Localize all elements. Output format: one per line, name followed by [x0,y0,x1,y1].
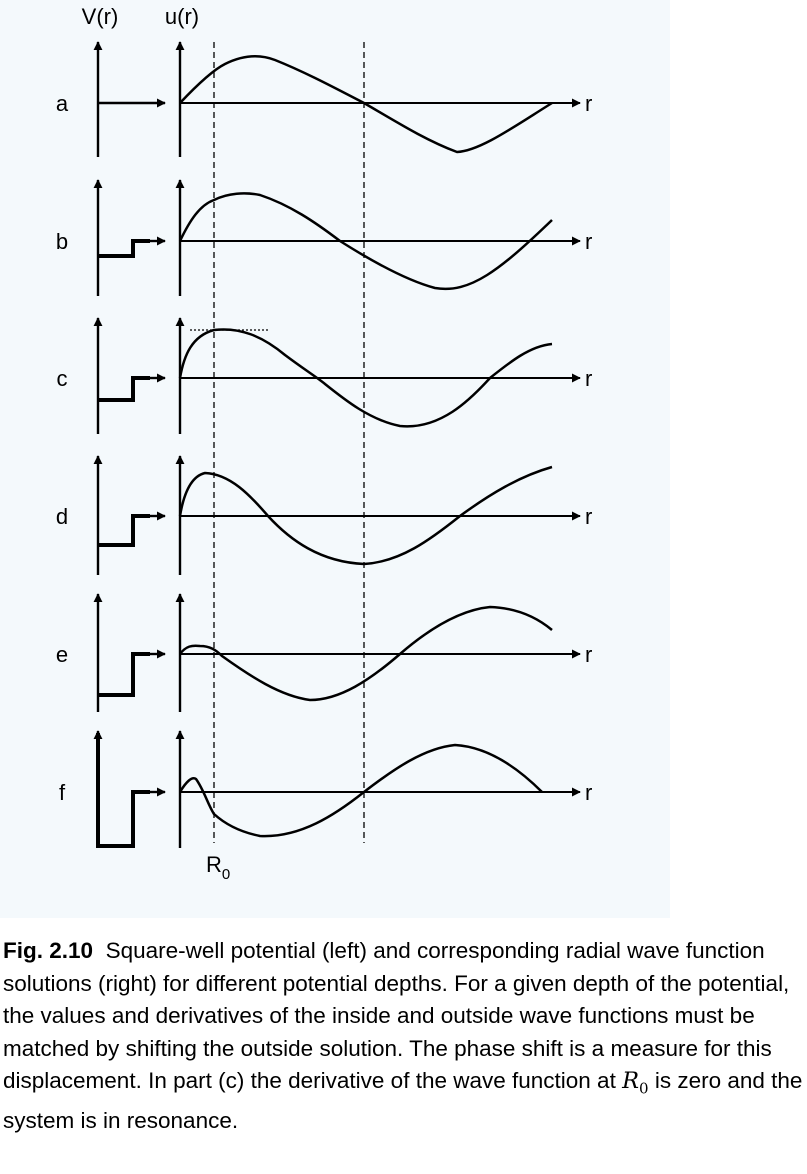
figure-caption: Fig. 2.10 Square-well potential (left) a… [3,935,805,1138]
panel-a: a r [56,41,592,157]
figure-panel: V(r) u(r) a r b r c [0,0,670,918]
panel-label: c [57,366,68,391]
wave-function-curve [179,605,553,702]
panel-label: a [56,91,69,116]
wave-function-curve [178,192,553,291]
square-well-potential [98,239,150,258]
potential-axis-title: V(r) [82,4,119,29]
wave-function-curve [178,328,553,428]
wave-function-curve [178,743,543,838]
square-well-potential [96,733,150,848]
panel-label: b [56,229,68,254]
caption-label: Fig. 2.10 [3,938,94,963]
r-axis-label: r [585,91,592,116]
r-axis-label: r [585,642,592,667]
caption-math-r0: R0 [622,1068,649,1098]
square-well-potential [98,652,150,697]
figure-diagram: V(r) u(r) a r b r c [56,4,592,883]
caption-math-subscript: 0 [639,1079,649,1098]
wavefunction-axis-title: u(r) [165,4,199,29]
r-axis-label: r [585,504,592,529]
panel-d: d r [56,455,592,575]
square-well-potential [98,514,150,547]
panel-c: c r [57,317,592,434]
panel-e: e r [56,593,592,712]
panel-f: f r [59,730,592,848]
r0-main: R [206,852,222,877]
panel-label: f [59,780,66,805]
r-axis-label: r [585,366,592,391]
panel-label: d [56,504,68,529]
caption-text-2: is zero and the system is in resonance. [3,1068,803,1133]
r0-subscript: 0 [222,866,230,883]
square-well-potential [98,376,150,402]
caption-math-symbol: R [622,1068,640,1094]
caption-text-1: Square-well potential (left) and corresp… [3,938,790,1093]
panel-b: b r [56,179,592,296]
wave-function-curve [179,55,553,154]
r-axis-label: r [585,229,592,254]
r-axis-label: r [585,780,592,805]
panel-label: e [56,642,68,667]
wave-function-curve [178,465,553,566]
r0-label: R0 [206,852,230,883]
